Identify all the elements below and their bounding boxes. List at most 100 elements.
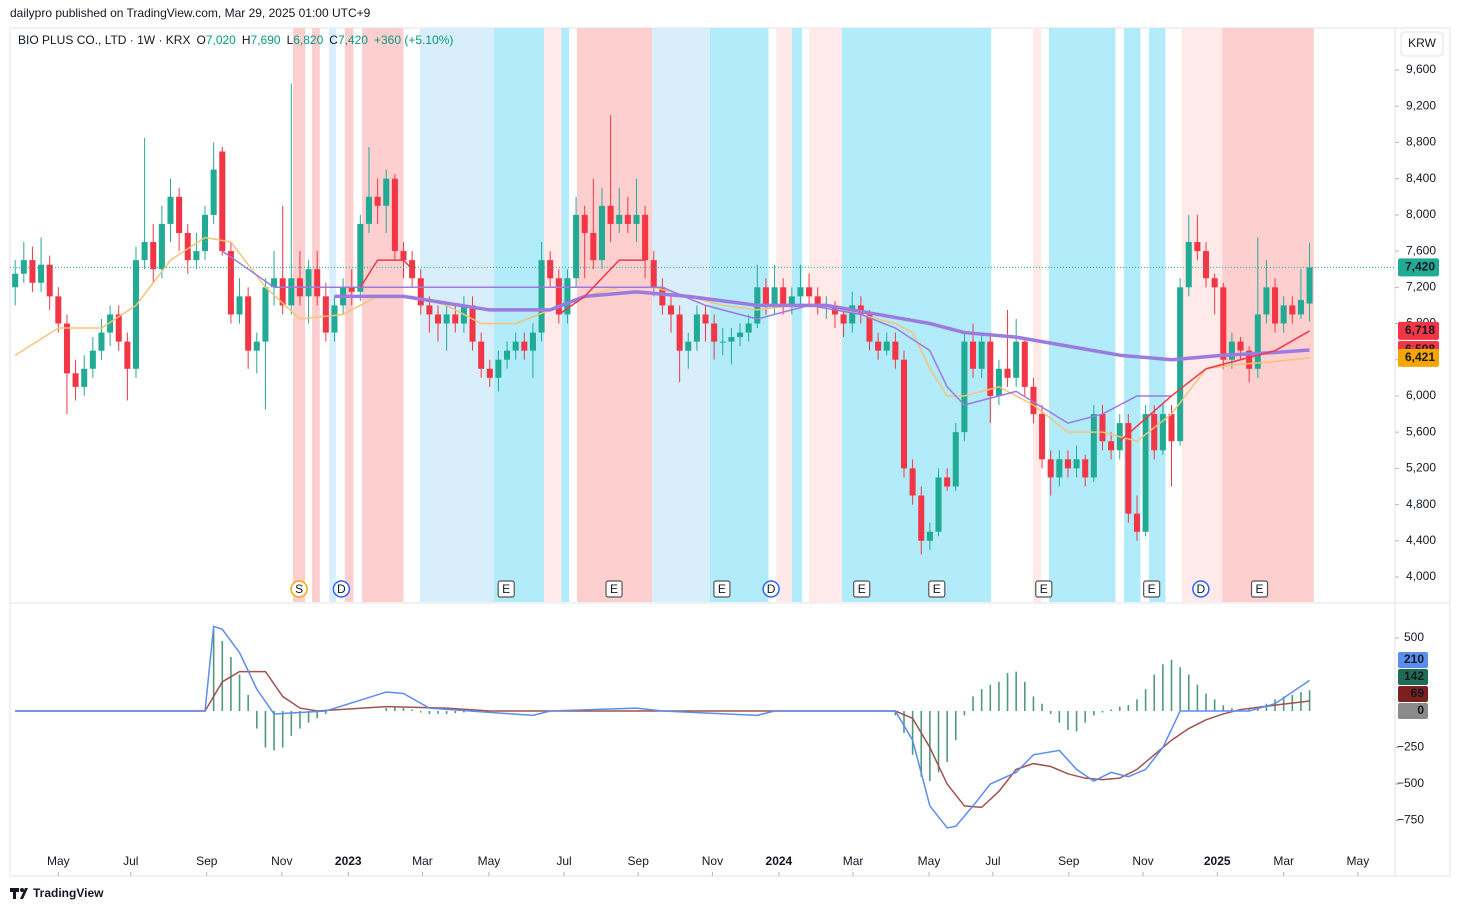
candle-body [219,151,226,252]
candle-body [98,332,105,351]
candle-body [288,278,295,306]
x-tick-label: 2025 [1204,854,1231,868]
event-label: D [337,582,346,596]
candle-body [564,278,571,315]
candle-body [529,332,536,351]
candle-body [193,251,200,261]
x-tick-label: Jul [985,854,1000,868]
candle-body [227,251,234,315]
event-marker [713,580,731,598]
macd-y-tick-label: 500 [1404,630,1424,644]
price-label-box [1398,258,1439,277]
candle-body [1263,287,1270,315]
legend-value: 7,420 [338,33,368,47]
currency-box[interactable] [1400,31,1444,57]
signal-band [362,28,404,602]
candle-body [452,314,459,324]
candle-body [1021,341,1028,387]
candle-body [607,205,614,224]
candle-body [253,341,260,351]
candle-body [443,314,450,324]
candle-body [581,214,588,233]
y-tick-label: 8,800 [1406,135,1436,149]
y-tick-label: 9,600 [1406,62,1436,76]
macd-y-tick-label: −250 [1397,740,1424,754]
event-label: E [1040,582,1048,596]
signal-band [809,28,842,602]
candle-body [685,341,692,351]
candle-body [279,278,286,306]
candle-body [1202,251,1210,279]
candle-body [788,296,795,306]
candle-body [667,305,675,315]
candle-body [1064,459,1071,469]
candle-body [1159,414,1166,451]
signal-band [576,28,653,602]
candle-body [1039,414,1046,460]
candle-body [167,196,174,224]
candle-body [1228,341,1235,360]
candle-body [883,341,890,351]
candle-body [555,278,562,315]
macd-y-tick-label: −750 [1397,813,1424,827]
candle-body [935,477,942,532]
legend-value: 6,820 [293,33,323,47]
candle-body [1056,459,1063,478]
currency[interactable]: KRW [1408,36,1436,50]
price-label: 6,718 [1405,323,1435,337]
x-tick-label: May [918,854,941,868]
candle-body [762,287,769,306]
y-tick-label: 4,000 [1406,569,1436,583]
candle-body [245,296,252,351]
y-tick-label: 8,400 [1406,171,1436,185]
candle-body [305,269,312,297]
macd-label-box [1398,652,1428,668]
candle-body [771,287,778,306]
candle-body [184,232,191,261]
event-marker [1035,580,1053,598]
legend-change: +360 (+5.10%) [374,33,453,47]
event-label: E [933,582,941,596]
candle-body [1254,314,1261,369]
candle-body [417,278,424,306]
candle-body [400,251,407,261]
candle-body [210,169,217,215]
y-tick-label: 5,600 [1406,424,1436,438]
candle-body [1133,513,1141,532]
candle-body [504,350,511,360]
event-marker [332,580,351,598]
price-label: 7,420 [1405,260,1435,274]
event-label: E [858,582,866,596]
candle-body [1090,414,1097,478]
candle-body [840,314,847,324]
event-label: S [295,582,303,596]
candle-body [1082,459,1089,478]
candle-body [132,260,140,369]
candle-body [107,314,114,333]
signal-band [561,28,570,602]
candle-body [693,314,700,342]
candle-body [573,214,580,279]
candle-body [909,468,916,496]
brand: TradingView [33,886,104,900]
candle-body [391,178,398,252]
candle-body [236,296,243,315]
x-tick-label: Mar [412,854,433,868]
macd-label: 0 [1417,703,1424,717]
candle-body [1073,459,1080,469]
signal-band [344,28,354,602]
candle-body [598,205,605,261]
moving-average [221,250,1172,424]
signal-band [791,28,803,602]
event-label: D [767,582,776,596]
x-tick-label: May [1347,854,1370,868]
candle-body [780,287,787,306]
candle-body [944,477,951,487]
candle-body [271,278,278,288]
event-marker [762,580,780,598]
signal-band [1222,28,1314,602]
signal-band [1181,28,1223,602]
candle-body [745,323,752,333]
candle-body [46,264,53,297]
candle-body [314,269,321,297]
